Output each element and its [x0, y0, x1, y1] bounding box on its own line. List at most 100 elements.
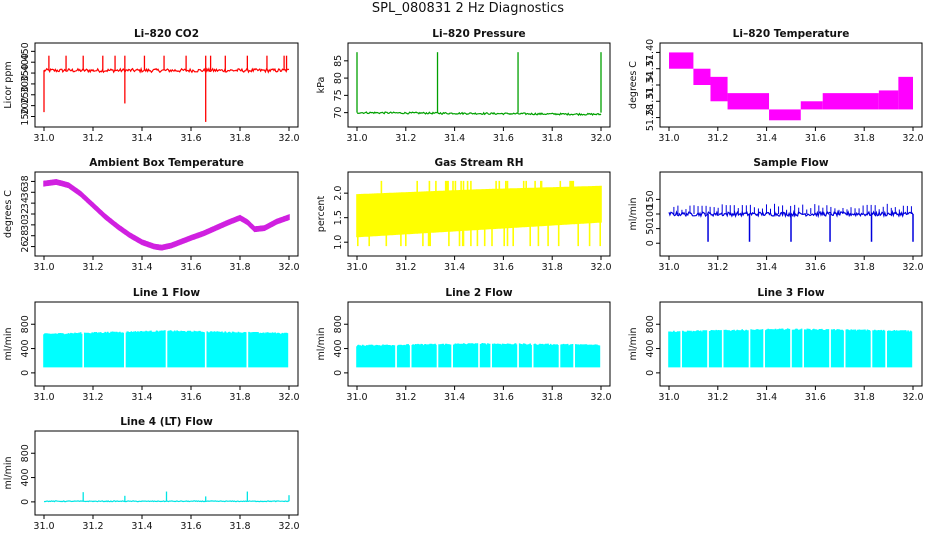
- x-axis: 31.0 31.2 31.4 31.6 31.8 32.0: [346, 256, 612, 273]
- x-tick-label: 31.8: [229, 262, 250, 273]
- y-tick-label: 51.31: [645, 88, 656, 115]
- x-tick-label: 31.4: [756, 262, 777, 273]
- y-tick-label: 400: [20, 339, 31, 357]
- x-tick-label: 32.0: [902, 262, 923, 273]
- y-axis-label: ml/min: [628, 327, 639, 360]
- x-tick-label: 31.4: [444, 133, 465, 144]
- panel-title: Line 3 Flow: [757, 287, 824, 299]
- y-tick-label: 80: [333, 72, 344, 84]
- x-axis: 31.0 31.2 31.4 31.6 31.8 32.0: [346, 127, 612, 144]
- y-tick-label: 800: [333, 315, 344, 333]
- panel-title: Ambient Box Temperature: [89, 157, 244, 169]
- x-tick-label: 31.8: [854, 392, 875, 403]
- x-tick-label: 32.0: [590, 133, 611, 144]
- x-tick-label: 31.2: [82, 133, 103, 144]
- y-axis-label: Licor ppm: [3, 61, 14, 108]
- y-tick-label: 250: [20, 86, 31, 104]
- step-block: [669, 52, 694, 69]
- panel-line1: Line 1 Flow 31.0 31.2 31.4 31.6 31.8 32.0 0 400 8…: [3, 287, 300, 403]
- plot-frame: [659, 301, 923, 387]
- x-tick-label: 31.6: [805, 133, 826, 144]
- x-tick-label: 31.6: [805, 262, 826, 273]
- series-line3: [668, 328, 913, 368]
- x-tick-label: 31.2: [707, 262, 728, 273]
- y-tick-label: 150: [20, 107, 31, 125]
- x-tick-label: 31.2: [395, 262, 416, 273]
- y-tick-label: 200: [20, 97, 31, 115]
- x-tick-label: 31.0: [658, 392, 679, 403]
- plot-frame: [34, 430, 299, 516]
- step-block: [878, 90, 899, 110]
- series-ambient-temp: [43, 179, 290, 251]
- x-tick-label: 31.8: [854, 262, 875, 273]
- y-tick-label: 350: [20, 64, 31, 82]
- x-tick-label: 31.0: [33, 262, 54, 273]
- y-tick-label: 400: [333, 339, 344, 357]
- x-axis: 31.0 31.2 31.4 31.6 31.8 32.0: [658, 127, 924, 144]
- y-tick-label: 400: [20, 53, 31, 71]
- y-axis-label: ml/min: [3, 327, 14, 360]
- series-co2: [43, 55, 290, 122]
- y-tick-label: 32: [20, 208, 31, 220]
- x-tick-label: 31.4: [756, 133, 777, 144]
- series-pressure: [356, 52, 602, 117]
- y-tick-label: 100: [645, 205, 656, 223]
- x-tick-label: 31.0: [33, 392, 54, 403]
- panel-title: Sample Flow: [753, 157, 828, 169]
- x-tick-label: 32.0: [590, 262, 611, 273]
- x-tick-label: 31.0: [346, 262, 367, 273]
- y-tick-label: 70: [333, 107, 344, 119]
- plot-frame: [347, 42, 611, 128]
- band-fill: [356, 343, 601, 368]
- y-tick-label: 51.34: [645, 71, 656, 98]
- x-tick-label: 31.6: [180, 133, 201, 144]
- y-tick-label: 1.0: [333, 235, 344, 250]
- y-axis: 0 400 800: [20, 444, 35, 505]
- y-tick-label: 36: [20, 186, 31, 198]
- series-line1: [43, 330, 289, 368]
- step-block: [693, 68, 711, 85]
- y-tick-label: 34: [20, 197, 31, 209]
- y-tick-label: 800: [20, 315, 31, 333]
- x-tick-label: 31.2: [395, 133, 416, 144]
- step-block: [710, 76, 728, 102]
- panel-line3: Line 3 Flow 31.0 31.2 31.4 31.6 31.8 32.0 0 400 8…: [628, 287, 924, 403]
- panel-pressure: Li–820 Pressure 31.0 31.2 31.4 31.6 31.8 32.0 7…: [316, 28, 612, 144]
- series-rh: [356, 180, 602, 247]
- x-tick-label: 32.0: [902, 392, 923, 403]
- x-tick-label: 32.0: [278, 392, 299, 403]
- panel-licor-temp: Li–820 Temperature 31.0 31.2 31.4 31.6 31.8 32…: [628, 28, 924, 144]
- plot-frame: [34, 301, 299, 387]
- plot-frame: [347, 301, 611, 387]
- y-tick-label: 0: [20, 370, 31, 376]
- x-tick-label: 31.8: [229, 521, 250, 532]
- x-tick-label: 31.2: [82, 521, 103, 532]
- y-axis-label: ml/min: [3, 456, 14, 489]
- y-tick-label: 38: [20, 175, 31, 187]
- series-line2: [356, 343, 601, 368]
- x-tick-label: 31.8: [854, 133, 875, 144]
- y-tick-label: 800: [20, 444, 31, 462]
- panel-rh: Gas Stream RH 31.0 31.2 31.4 31.6 31.8 32.0 1.0…: [316, 157, 612, 273]
- x-tick-label: 32.0: [278, 133, 299, 144]
- x-axis: 31.0 31.2 31.4 31.6 31.8 32.0: [33, 127, 300, 144]
- y-axis: 0 400 800: [645, 315, 660, 376]
- x-tick-label: 31.4: [444, 262, 465, 273]
- panel-co2: Li–820 CO2 31.0 31.2 31.4 31.6 31.8 32.0 150200…: [3, 28, 300, 144]
- series-sample-flow: [668, 203, 914, 242]
- y-tick-label: 28: [20, 230, 31, 242]
- panel-title: Li–820 Temperature: [733, 28, 850, 40]
- y-tick-label: 450: [20, 42, 31, 60]
- x-tick-label: 31.4: [756, 392, 777, 403]
- y-tick-label: 26: [20, 241, 31, 253]
- y-tick-label: 0: [20, 499, 31, 505]
- x-tick-label: 31.8: [229, 133, 250, 144]
- panel-title: Line 4 (LT) Flow: [120, 416, 213, 428]
- x-tick-label: 31.6: [493, 133, 514, 144]
- y-tick-label: 1.5: [333, 210, 344, 225]
- plot-frame: [347, 171, 611, 257]
- x-tick-label: 31.6: [180, 262, 201, 273]
